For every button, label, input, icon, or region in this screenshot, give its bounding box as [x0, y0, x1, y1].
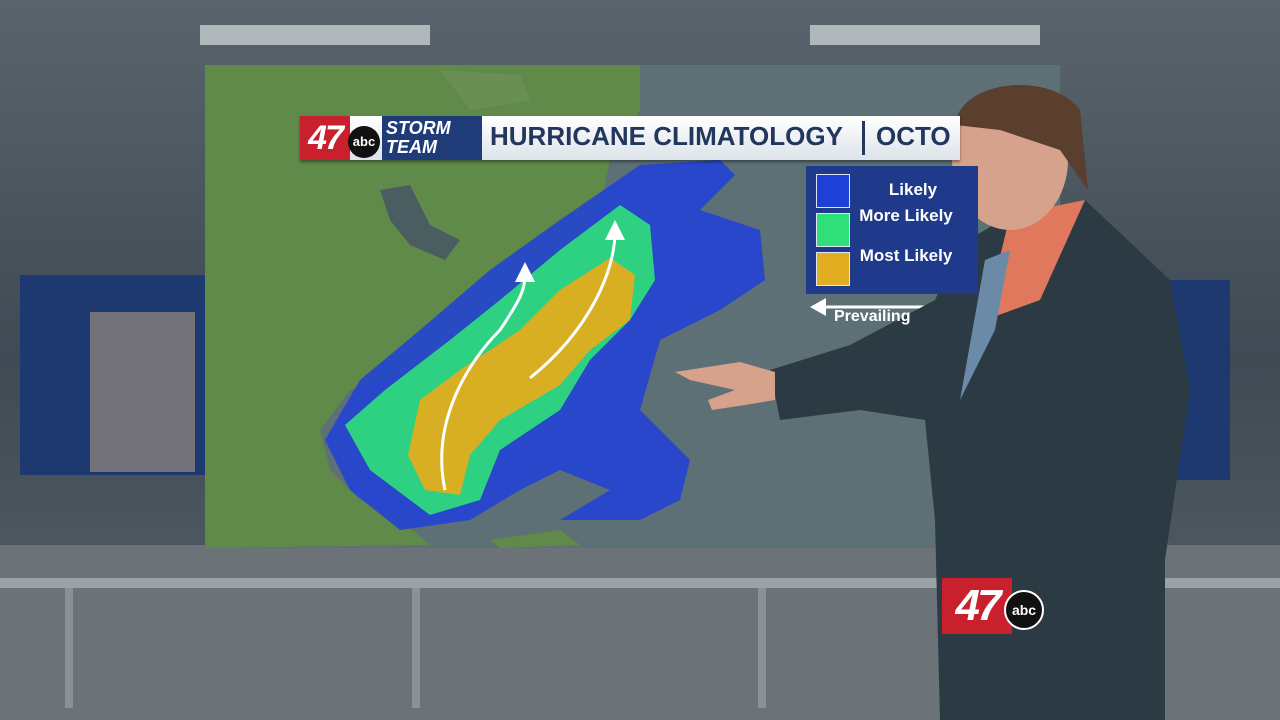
ceiling-light [200, 25, 430, 45]
presenter-hair [955, 84, 1088, 190]
track-arrow-west [440, 274, 527, 491]
legend-swatch-likely [816, 174, 850, 208]
arrowhead-icon [515, 262, 535, 282]
ceiling-light [810, 25, 1040, 45]
map-great-lakes [380, 185, 460, 260]
presenter-hand [675, 362, 775, 410]
arrowhead-icon [605, 220, 625, 240]
station-logo: 47 [300, 116, 350, 160]
corner-bug-abc-logo: abc [1004, 590, 1044, 630]
railing-post [758, 588, 766, 708]
map-land-canada [440, 70, 530, 110]
legend-label-likely: Likely [888, 180, 938, 199]
map-land-caribbean [490, 530, 580, 548]
railing-post [412, 588, 420, 708]
track-arrow-east [529, 231, 617, 380]
storm-team-logo: STORM TEAM [382, 116, 482, 160]
prevailing-wind-label: Prevailing [834, 308, 911, 325]
legend-label-more-likely: More Likely [859, 206, 953, 225]
presenter-suit [770, 200, 1190, 720]
abc-logo: abc [348, 126, 380, 158]
corner-station-bug: 47 abc [942, 578, 1044, 634]
corner-bug-number: 47 [942, 578, 1012, 634]
presenter-tie [960, 250, 1010, 400]
graphic-title: HURRICANE CLIMATOLOGY [490, 121, 843, 151]
legend-swatch-more-likely [816, 213, 850, 247]
studio-monitor-screen [90, 312, 195, 472]
graphic-month: OCTO [876, 121, 951, 151]
most-likely-zone [408, 258, 635, 495]
railing-post [65, 588, 73, 708]
title-divider [862, 121, 865, 155]
legend: Likely More Likely Most Likely [806, 166, 978, 294]
arrow-left-icon [810, 298, 826, 316]
legend-swatch-most-likely [816, 252, 850, 286]
studio-railing [0, 578, 1280, 588]
map-land-north-america [205, 65, 640, 548]
legend-label-most-likely: Most Likely [859, 246, 953, 265]
